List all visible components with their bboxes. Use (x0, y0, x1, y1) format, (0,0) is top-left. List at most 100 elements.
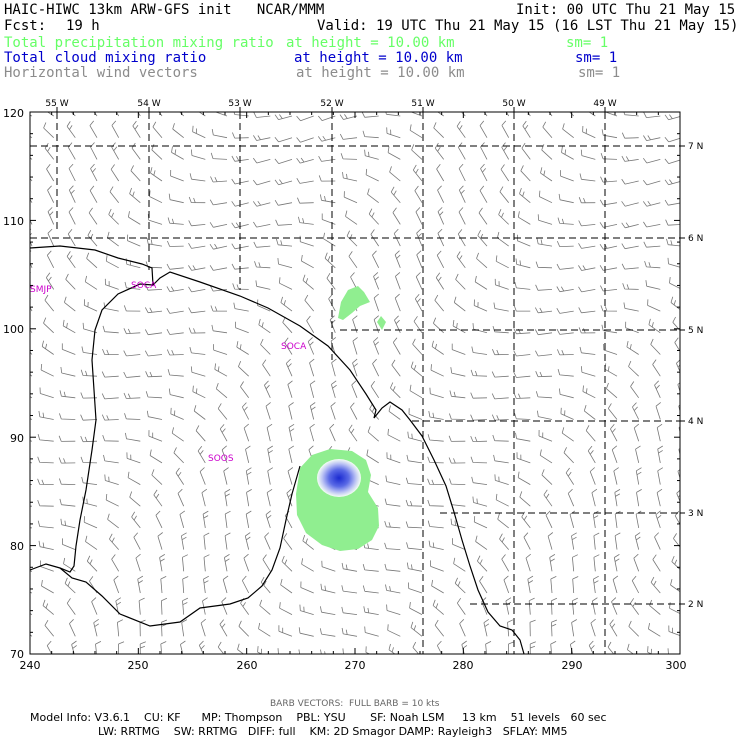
wind-barb (127, 471, 141, 485)
wind-barb (209, 199, 228, 206)
wind-barb (578, 197, 596, 204)
wind-barb (129, 491, 141, 507)
wind-barb (188, 327, 206, 334)
wind-barb (138, 597, 145, 615)
wind-barb (264, 532, 271, 550)
wind-barb (30, 207, 33, 225)
wind-barb (198, 640, 205, 654)
wind-barb (453, 557, 466, 572)
wind-barb (42, 599, 54, 615)
wind-barb (623, 302, 639, 312)
x-tick-label: 260 (237, 659, 258, 672)
wind-barb (171, 427, 184, 442)
wind-barb (672, 316, 680, 332)
wind-barb (560, 170, 574, 182)
wind-barb (135, 553, 141, 572)
wind-barb (578, 327, 596, 334)
wind-barb (513, 328, 531, 335)
wind-barb (170, 169, 184, 182)
wind-barb (571, 532, 577, 550)
wind-barb (572, 554, 578, 572)
wind-barb (535, 261, 553, 269)
field-wind-sm: sm= 1 (578, 65, 621, 81)
wind-barb (435, 272, 445, 290)
lon-label: 53 W (228, 99, 251, 109)
wind-barb (430, 364, 444, 377)
wind-barb (123, 305, 141, 312)
wind-barb (104, 474, 119, 485)
field-wind-height: at height = 10.00 km (296, 65, 465, 81)
wind-barb (408, 408, 423, 420)
wind-barb (362, 130, 379, 139)
wind-barb (160, 576, 167, 594)
fcst-label: Fcst: (4, 18, 47, 34)
wind-barb (493, 454, 509, 464)
wind-barb (611, 445, 618, 464)
wind-barb (85, 535, 98, 550)
wind-barb (480, 142, 488, 160)
wind-barb (345, 210, 358, 225)
wind-barb (529, 641, 536, 654)
wind-barb (203, 532, 210, 550)
y-tick-label: 70 (10, 648, 24, 661)
wind-barb (30, 272, 33, 290)
wind-barb (674, 510, 680, 526)
wind-barb (244, 532, 251, 550)
wind-barb (601, 129, 618, 139)
wind-barb (410, 621, 423, 637)
wind-barb (101, 393, 119, 400)
y-tick-label: 120 (3, 107, 24, 120)
wind-barb (365, 168, 379, 182)
wind-barb (479, 185, 488, 203)
wind-barb (572, 576, 579, 594)
wind-barb (137, 112, 141, 117)
wind-barb (563, 447, 574, 464)
wind-barb (173, 447, 184, 464)
wind-barb (296, 115, 314, 122)
wind-barb (40, 363, 54, 377)
wind-barb (265, 402, 271, 420)
wind-barb (65, 273, 76, 290)
wind-barb (69, 619, 76, 637)
wind-barb (209, 243, 228, 250)
wind-barb (285, 358, 293, 377)
wind-barb (44, 294, 55, 312)
wind-barb (330, 402, 336, 420)
wind-barb (37, 478, 54, 485)
wind-barb (80, 414, 98, 421)
wind-barb (245, 445, 251, 463)
wind-barb (562, 123, 574, 139)
wind-barb (257, 646, 263, 654)
forecast-map: SMJP SOCA SOCA SOOS 240 250 260 270 280 … (3, 99, 703, 672)
wind-barb (599, 199, 618, 206)
wind-barb (600, 285, 618, 292)
wind-barb (255, 280, 271, 290)
wind-barb (394, 315, 401, 333)
wind-barb (235, 321, 249, 334)
wind-barb (449, 478, 466, 485)
wind-barb (211, 324, 228, 334)
wind-barb (415, 272, 423, 290)
wind-barb (191, 149, 206, 160)
wind-barb (630, 598, 640, 615)
wind-barb (471, 346, 488, 355)
wind-barb (534, 307, 553, 314)
wind-barb (298, 649, 301, 654)
wind-barb (149, 190, 163, 204)
wind-barb (83, 516, 98, 529)
wind-barb (80, 456, 98, 464)
wind-barb (111, 554, 120, 572)
fcst-value: 19 h (66, 18, 100, 34)
wind-barb (326, 272, 336, 290)
wind-barb (262, 554, 271, 572)
wind-barb (670, 296, 680, 311)
wind-barb (231, 201, 249, 207)
wind-barb (109, 186, 120, 203)
wind-barb (320, 606, 336, 615)
wind-barb (157, 532, 163, 550)
wind-barb (126, 452, 141, 464)
wind-barb (274, 199, 293, 206)
wind-barb (458, 207, 466, 225)
wind-barb (241, 402, 250, 420)
wind-barb (102, 348, 119, 355)
